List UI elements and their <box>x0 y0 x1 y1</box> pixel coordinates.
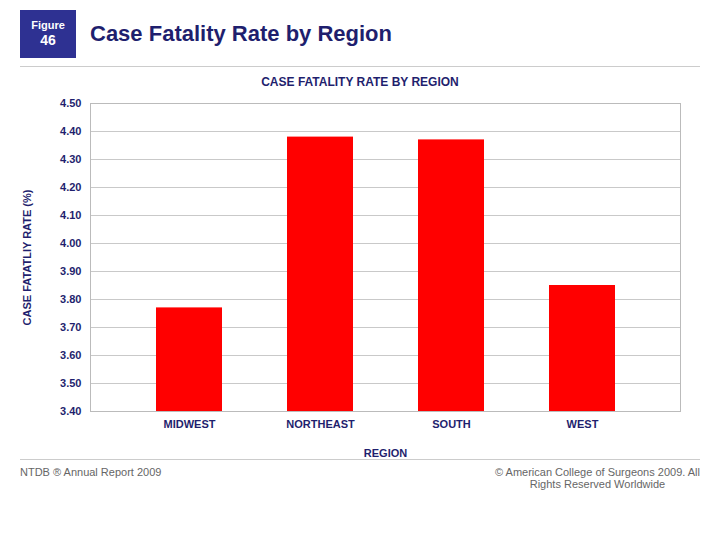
svg-text:3.60: 3.60 <box>60 349 81 361</box>
html-text:NTDB ® Annual Report 2009: NTDB ® Annual Report 2009 <box>20 466 162 478</box>
svg-text:CASE FATATLIY RATE (%): CASE FATATLIY RATE (%) <box>21 189 33 325</box>
svg-text:3.50: 3.50 <box>60 377 81 389</box>
svg-text:SOUTH: SOUTH <box>432 418 471 430</box>
svg-text:NORTHEAST: NORTHEAST <box>286 418 355 430</box>
svg-text:4.30: 4.30 <box>60 153 81 165</box>
svg-text:MIDWEST: MIDWEST <box>164 418 216 430</box>
html-text:Case Fatality Rate by Region: Case Fatality Rate by Region <box>90 21 392 46</box>
html-text:CASE FATALITY RATE BY REGION: CASE FATALITY RATE BY REGION <box>261 75 459 89</box>
svg-text:3.80: 3.80 <box>60 293 81 305</box>
svg-text:WEST: WEST <box>567 418 599 430</box>
svg-text:3.70: 3.70 <box>60 321 81 333</box>
html-text:46: 46 <box>40 32 56 49</box>
html-text:© American College of Surgeons: © American College of Surgeons 2009. All <box>495 466 700 478</box>
svg-text:REGION: REGION <box>364 447 407 459</box>
svg-text:4.00: 4.00 <box>60 237 81 249</box>
svg-text:4.10: 4.10 <box>60 209 81 221</box>
svg-text:3.90: 3.90 <box>60 265 81 277</box>
svg-text:4.20: 4.20 <box>60 181 81 193</box>
html-text:Figure: Figure <box>31 19 65 31</box>
svg-text:4.50: 4.50 <box>60 97 81 109</box>
svg-text:4.40: 4.40 <box>60 125 81 137</box>
svg-text:3.40: 3.40 <box>60 405 81 417</box>
html-text:Rights Reserved Worldwide: Rights Reserved Worldwide <box>529 478 666 490</box>
